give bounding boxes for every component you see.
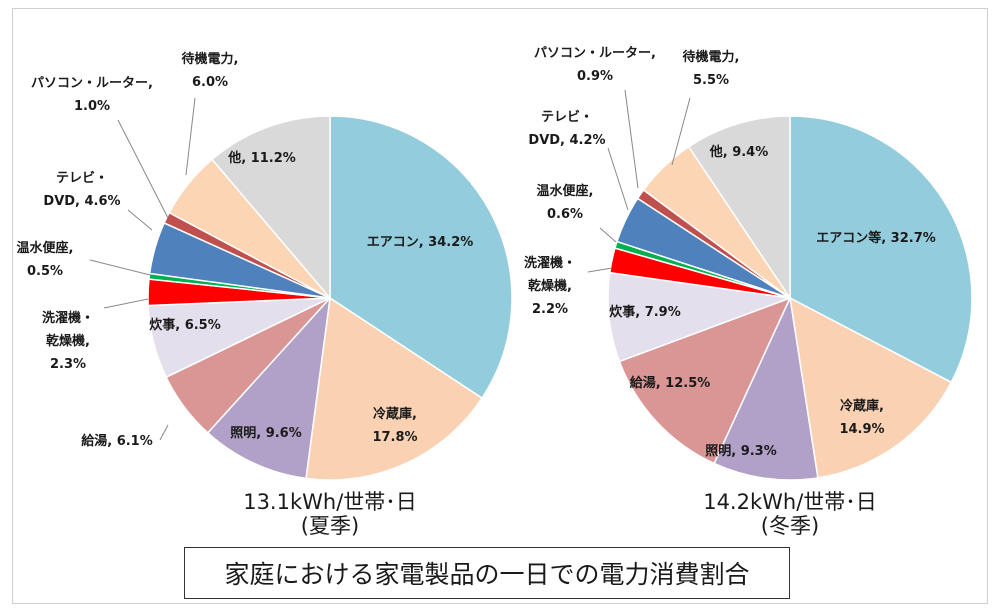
leader-line: [671, 97, 691, 166]
slice-label: エアコン, 34.2%: [367, 235, 474, 250]
leader-line: [89, 259, 151, 276]
pie-slice: [206, 295, 332, 480]
slice-label: パソコン・ルーター, 1.0%: [31, 76, 153, 114]
pie-slice: [210, 115, 331, 301]
pie-slice: [687, 115, 791, 301]
leader-line: [599, 227, 617, 243]
slice-label: 炊事, 7.9%: [609, 304, 681, 320]
slice-label: 他, 9.4%: [709, 144, 769, 160]
slice-label: 洗濯機・乾燥機, 2.2%: [524, 255, 576, 317]
pie-slice: [789, 115, 973, 384]
leader-line: [117, 119, 169, 219]
pie-slice: [618, 296, 792, 465]
slice-label: 照明, 9.3%: [705, 444, 777, 459]
leader-line: [103, 298, 149, 309]
slice-label: 照明, 9.6%: [230, 426, 302, 441]
slice-label: 待機電力, 5.5%: [682, 49, 740, 88]
slice-label: テレビ・ DVD, 4.2%: [528, 109, 605, 148]
slice-label: 温水便座, 0.6%: [537, 183, 594, 222]
leader-line: [185, 97, 196, 176]
pie-caption-total: 14.2kWh/世帯･日: [703, 490, 877, 514]
pie-caption-season: (夏季): [301, 514, 359, 538]
leader-line: [159, 424, 169, 441]
slice-label: 冷蔵庫, 14.9%: [839, 398, 884, 437]
slice-label: 給湯, 12.5%: [630, 375, 711, 391]
slice-label: 待機電力, 6.0%: [181, 51, 239, 90]
slice-label: エアコン等, 32.7%: [816, 230, 936, 246]
slice-label: テレビ・ DVD, 4.6%: [43, 170, 120, 209]
leader-line: [587, 267, 613, 273]
winter-pie: エアコン等, 32.7% 冷蔵庫, 14.9% 照明, 9.3% 給湯, 12.5% 炊事…: [524, 46, 973, 538]
summer-pie: エアコン, 34.2% 冷蔵庫, 17.8% 照明, 9.6% 給湯, 6.1% 炊事, …: [17, 51, 513, 538]
pie-caption-season: (冬季): [761, 514, 819, 538]
slice-label: 温水便座, 0.5%: [17, 240, 74, 279]
pie-slice: [789, 296, 953, 479]
pie-slice: [607, 271, 791, 363]
slice-label: 炊事, 6.5%: [149, 317, 221, 333]
leader-line: [607, 147, 629, 211]
pie-caption-total: 13.1kWh/世帯･日: [243, 490, 417, 514]
leader-line: [127, 209, 153, 231]
slice-label: 冷蔵庫, 17.8%: [372, 406, 417, 445]
slice-label: 他, 11.2%: [227, 150, 296, 166]
pie-slice: [713, 295, 819, 481]
slice-label: パソコン・ルーター, 0.9%: [534, 46, 656, 84]
slice-label: 給湯, 6.1%: [81, 433, 153, 449]
pie-slice: [305, 296, 484, 481]
slice-label: 洗濯機・乾燥機, 2.3%: [42, 310, 94, 372]
footer-title: 家庭における家電製品の一日での電力消費割合: [184, 547, 790, 599]
leader-line: [624, 89, 639, 189]
